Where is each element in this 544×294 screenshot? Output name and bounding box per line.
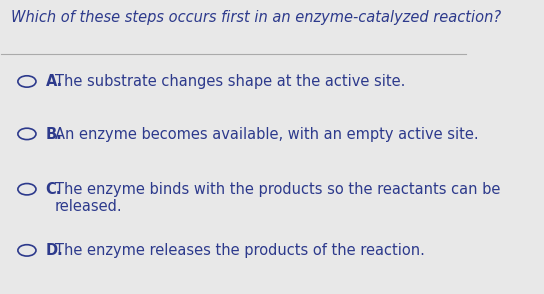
Text: C.: C. (46, 182, 62, 197)
Text: The enzyme releases the products of the reaction.: The enzyme releases the products of the … (55, 243, 425, 258)
Text: D.: D. (46, 243, 63, 258)
Text: A.: A. (46, 74, 63, 89)
Text: The enzyme binds with the products so the reactants can be
released.: The enzyme binds with the products so th… (55, 182, 500, 214)
Text: Which of these steps occurs first in an enzyme-catalyzed reaction?: Which of these steps occurs first in an … (11, 10, 501, 25)
Text: B.: B. (46, 127, 62, 142)
Text: An enzyme becomes available, with an empty active site.: An enzyme becomes available, with an emp… (55, 127, 478, 142)
Text: The substrate changes shape at the active site.: The substrate changes shape at the activ… (55, 74, 405, 89)
